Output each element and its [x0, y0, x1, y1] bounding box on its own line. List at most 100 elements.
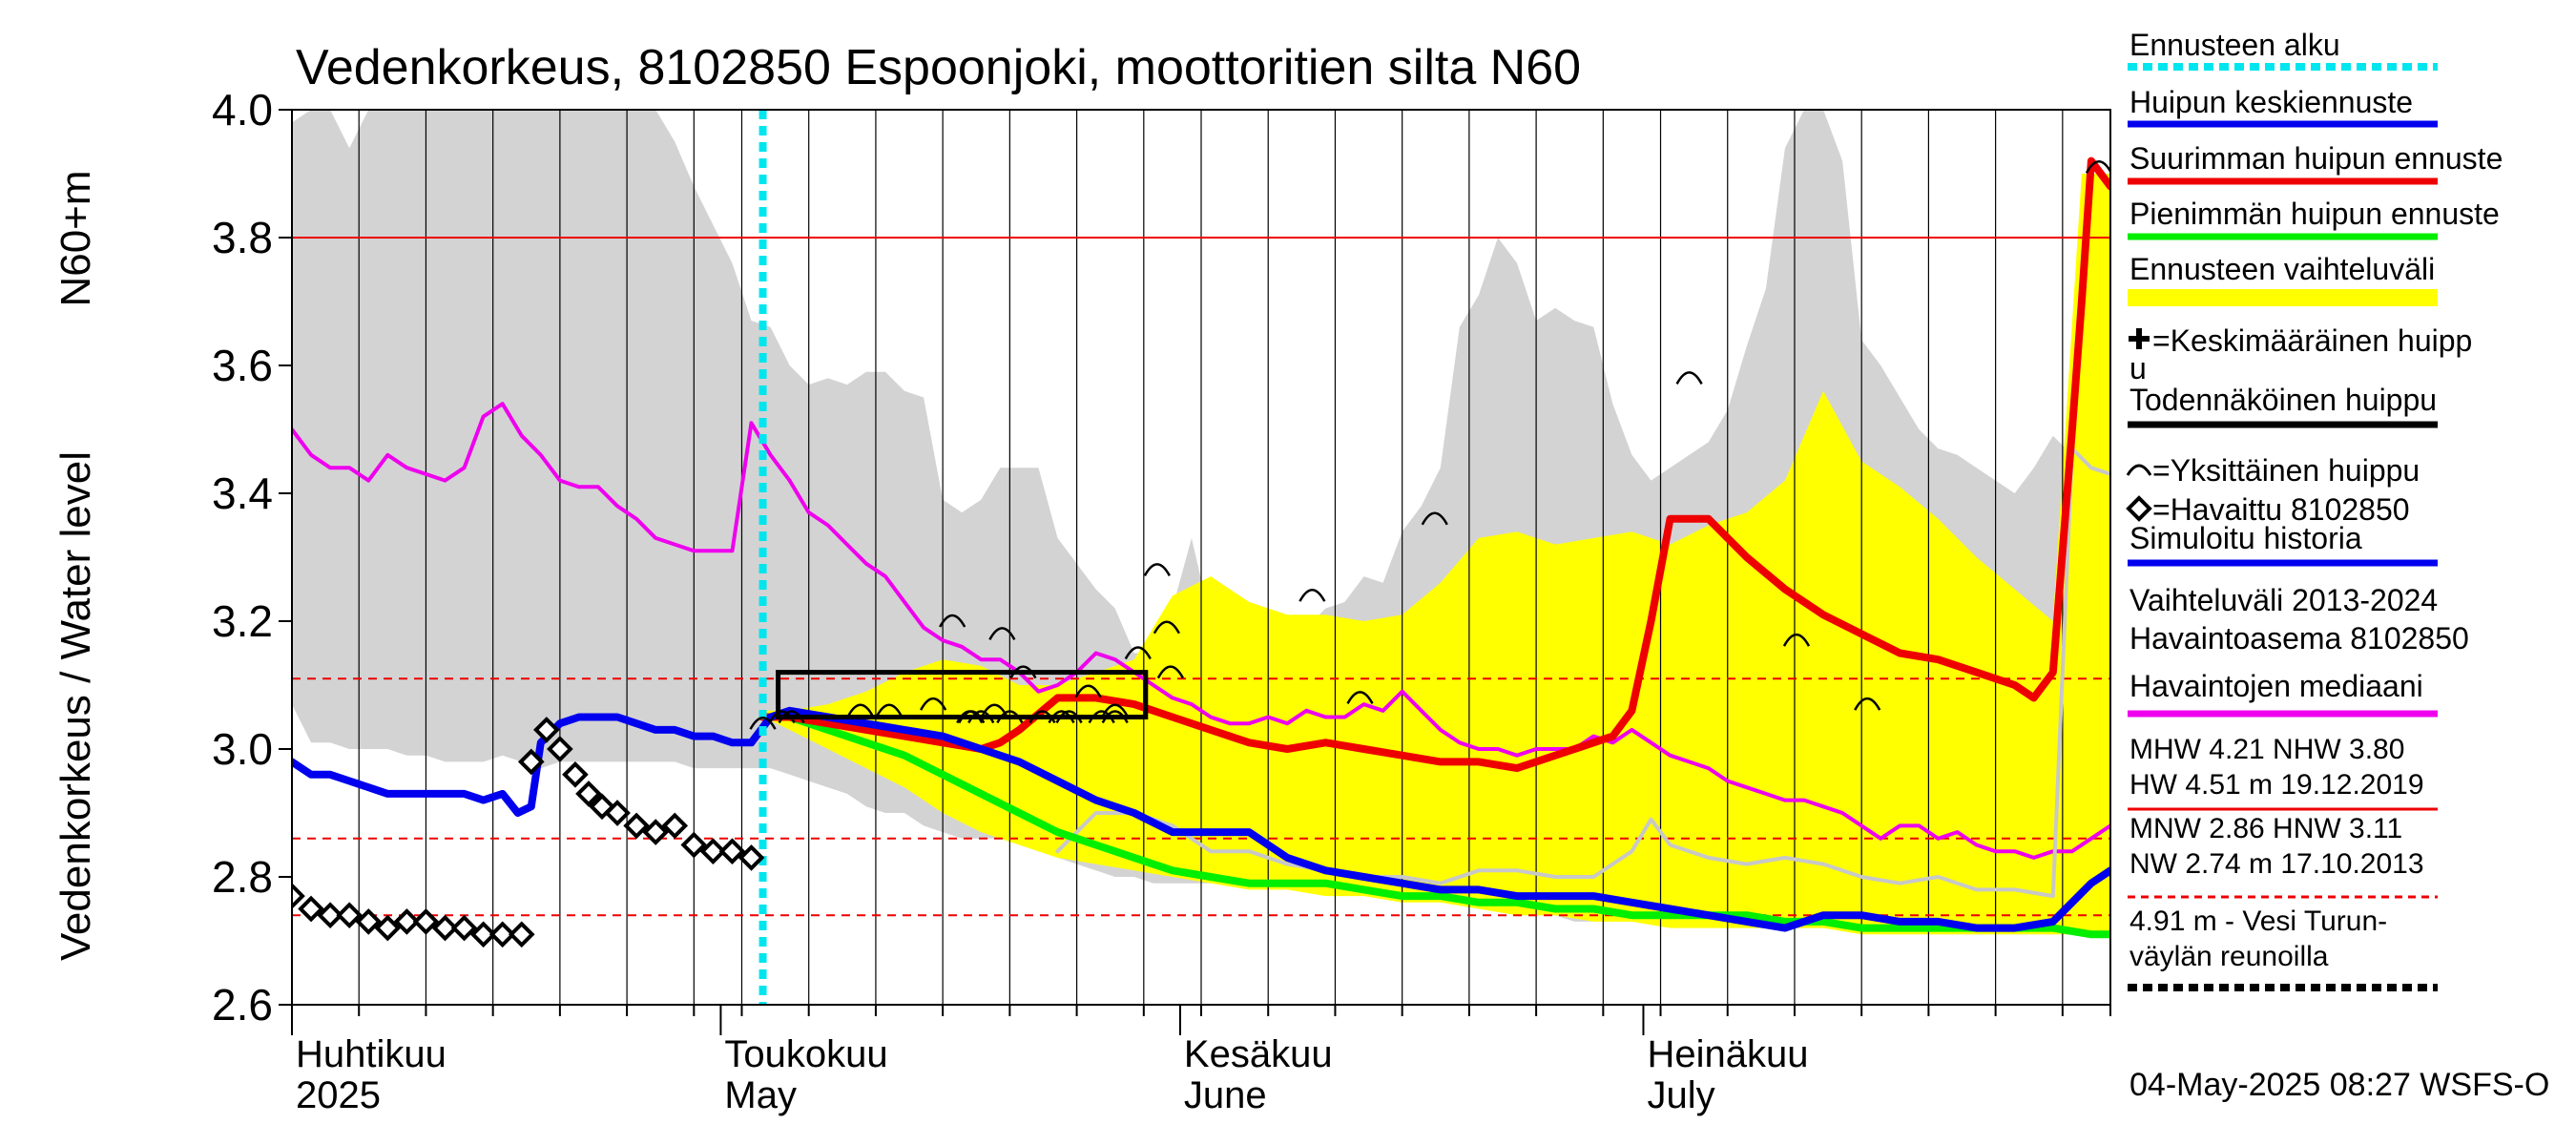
observation-median-line — [292, 402, 2110, 860]
single-peak-marker — [1782, 633, 1811, 647]
month-label: Heinäkuu — [1647, 1033, 1808, 1075]
single-peak-marker — [846, 703, 874, 718]
single-peak-marker — [749, 716, 777, 730]
single-peak-marker — [1048, 710, 1075, 724]
observed-point — [488, 921, 516, 948]
single-peak-marker — [1088, 710, 1115, 724]
single-peak-marker — [1055, 710, 1083, 724]
y-tick-label: 2.6 — [212, 980, 273, 1030]
observed-point — [718, 838, 746, 865]
month-label-en: June — [1184, 1074, 1267, 1116]
single-peak-marker — [1143, 563, 1171, 577]
y-axis-unit-label: N60+m — [52, 170, 99, 306]
forecast-range-band — [762, 174, 2110, 935]
single-peak-marker — [996, 710, 1024, 724]
plot-area — [292, 110, 2110, 1005]
legend-label: Pienimmän huipun ennuste — [2129, 197, 2500, 231]
observed-point — [533, 717, 560, 743]
observed-point — [699, 838, 727, 865]
y-tick-label: 3.4 — [212, 468, 273, 518]
observed-point — [575, 781, 602, 807]
single-peak-marker — [2085, 160, 2110, 174]
legend-label: Ennusteen vaihteluväli — [2129, 252, 2435, 286]
legend-label: =Havaittu 8102850 — [2152, 492, 2410, 527]
month-label: Huhtikuu — [296, 1033, 447, 1075]
month-label-en: July — [1647, 1074, 1714, 1116]
single-peak-marker — [939, 614, 966, 628]
month-label-en: 2025 — [296, 1074, 381, 1116]
observed-point — [737, 844, 765, 871]
legend-label: =Yksittäinen huippu — [2152, 453, 2420, 488]
legend-label: Simuloitu historia — [2129, 521, 2362, 555]
single-peak-marker — [1101, 710, 1129, 724]
observed-point — [292, 883, 305, 909]
legend-label: Ennusteen alku — [2129, 28, 2340, 62]
footer-timestamp: 04-May-2025 08:27 WSFS-O — [2129, 1067, 2549, 1103]
observed-point — [469, 921, 497, 948]
max-peak-forecast-line — [758, 156, 2110, 773]
single-peak-marker — [1028, 710, 1056, 724]
legend: Ennusteen alku Huipun keskiennuste Suurimm… — [2126, 28, 2503, 991]
chart-title: Vedenkorkeus, 8102850 Espoonjoki, mootto… — [296, 40, 1581, 95]
single-peak-marker — [768, 710, 796, 724]
stats-label: väylän reunoilla — [2129, 941, 2329, 972]
observed-point — [355, 908, 383, 935]
stats-label: MNW 2.86 HNW 3.11 — [2129, 813, 2402, 844]
single-peak-marker — [1124, 646, 1152, 660]
single-peak-marker — [1854, 697, 1881, 711]
legend-label: Todennäköinen huippu — [2129, 383, 2437, 417]
stats-label: NW 2.74 m 17.10.2013 — [2129, 848, 2424, 880]
legend-plus-marker — [2129, 328, 2150, 349]
y-axis-ticks: 2.6 2.8 3.0 3.2 3.4 3.6 3.8 4.0 — [212, 85, 292, 1030]
legend-swatch — [2128, 289, 2438, 306]
legend-label: =Keskimääräinen huipp — [2152, 323, 2472, 358]
observed-point — [623, 812, 650, 840]
observed-point — [374, 914, 402, 942]
single-peak-marker — [958, 710, 986, 724]
y-axis-label: Vedenkorkeus / Water level — [52, 451, 99, 961]
stats-label: MHW 4.21 NHW 3.80 — [2129, 734, 2404, 765]
observed-point — [336, 902, 364, 929]
y-tick-label: 3.2 — [212, 596, 273, 646]
observed-point — [547, 736, 573, 762]
y-tick-label: 2.8 — [212, 852, 273, 902]
single-peak-marker — [1009, 665, 1037, 679]
observed-point — [412, 908, 440, 935]
observed-point — [393, 908, 421, 935]
min-peak-forecast-line — [758, 713, 2110, 939]
stats-label: HW 4.51 m 19.12.2019 — [2129, 769, 2424, 801]
single-peak-marker — [1675, 371, 1703, 385]
legend-label: Havaintoasema 8102850 — [2129, 621, 2469, 656]
observed-point — [680, 831, 708, 859]
single-peak-marker — [988, 627, 1016, 641]
observed-point — [642, 819, 670, 845]
stats-label: 4.91 m - Vesi Turun- — [2129, 906, 2387, 937]
legend-label: Suurimman huipun ennuste — [2129, 141, 2503, 176]
single-peak-marker — [1346, 691, 1374, 705]
month-label-en: May — [724, 1074, 797, 1116]
observed-point — [508, 921, 535, 948]
observed-point — [517, 748, 545, 776]
single-peak-marker — [1421, 511, 1448, 526]
observed-point — [431, 914, 459, 942]
month-label: Kesäkuu — [1184, 1033, 1333, 1075]
observed-point — [661, 812, 689, 840]
single-peak-marker — [1101, 703, 1129, 718]
observed-point — [450, 914, 478, 942]
observed-point — [317, 902, 343, 929]
legend-diamond-marker — [2126, 495, 2152, 522]
legend-label: Vaihteluväli 2013-2024 — [2129, 583, 2438, 617]
legend-label: u — [2129, 351, 2147, 385]
y-tick-label: 3.0 — [212, 724, 273, 774]
mean-peak-forecast-line — [292, 706, 2110, 932]
single-peak-marker — [1298, 588, 1326, 602]
single-peak-marker — [967, 710, 995, 724]
single-peak-marker — [1153, 620, 1180, 635]
observed-point — [298, 895, 324, 923]
y-tick-label: 3.8 — [212, 213, 273, 262]
legend-arc-marker — [2126, 464, 2152, 476]
legend-label: Havaintojen mediaani — [2129, 669, 2423, 703]
month-label: Toukokuu — [724, 1033, 887, 1075]
